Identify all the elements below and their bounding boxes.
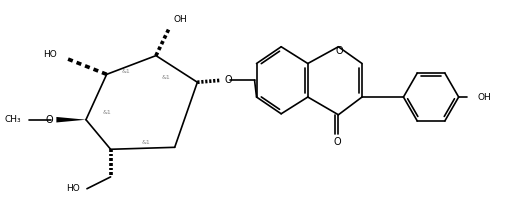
Text: O: O (46, 115, 53, 125)
Text: HO: HO (66, 184, 80, 193)
Text: OH: OH (478, 92, 491, 102)
Text: &1: &1 (162, 75, 170, 80)
Text: OH: OH (174, 15, 187, 24)
Text: &1: &1 (102, 110, 111, 115)
Text: &1: &1 (142, 140, 150, 145)
Text: O: O (225, 75, 232, 85)
Text: CH₃: CH₃ (4, 115, 21, 124)
Text: HO: HO (43, 50, 56, 59)
Polygon shape (56, 117, 86, 123)
Text: &1: &1 (122, 69, 131, 74)
Text: O: O (333, 137, 341, 147)
Text: O: O (336, 46, 343, 56)
